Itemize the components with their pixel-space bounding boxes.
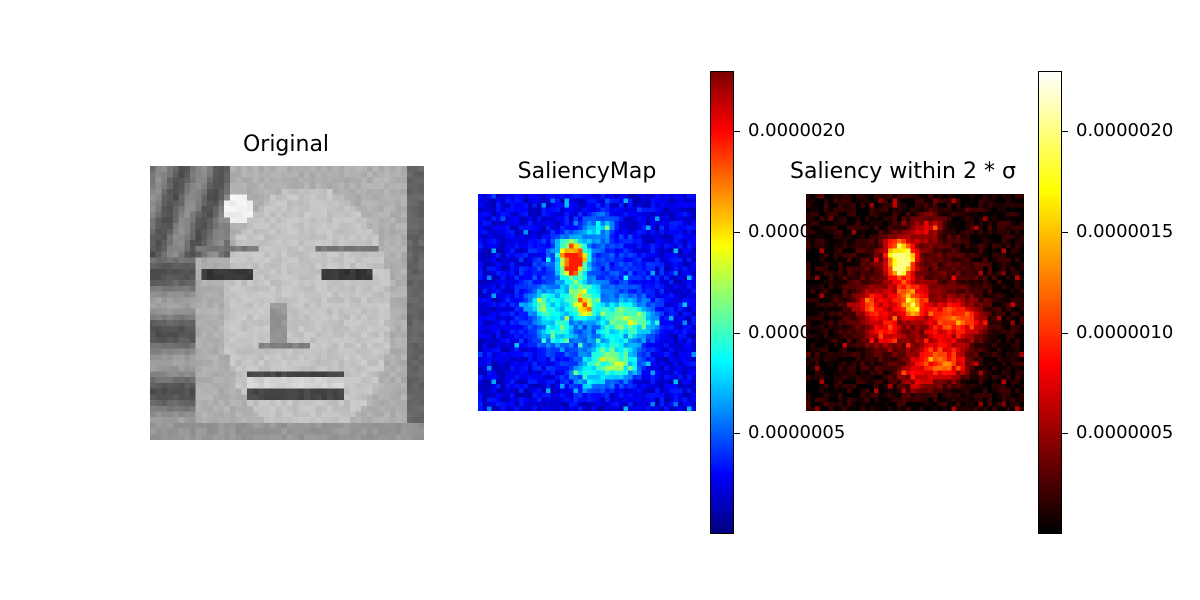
saliency-heatmap-canvas [478, 194, 696, 411]
hot-colorbar-gradient [1039, 72, 1061, 533]
colorbar-tick-label: 0.0000020 [748, 120, 846, 141]
colorbar-tick-label: 0.0000010 [1076, 322, 1174, 343]
colorbar-tick [734, 433, 740, 434]
colorbar-tick [1062, 433, 1068, 434]
original-face-canvas [150, 166, 424, 440]
colorbar-tick-label: 0.0000005 [748, 422, 846, 443]
saliency-heatmap [478, 194, 696, 411]
thresholded-title: Saliency within 2 * σ [790, 159, 1016, 184]
colorbar-tick [734, 333, 740, 334]
colorbar-tick-label: 0.0000 [748, 221, 811, 242]
saliency-title: SaliencyMap [517, 159, 657, 184]
jet-colorbar [710, 71, 734, 534]
colorbar-tick-label: 0.0000015 [1076, 221, 1174, 242]
thresholded-heatmap-canvas [806, 194, 1024, 411]
jet-colorbar-gradient [711, 72, 733, 533]
colorbar-tick-label: 0.0000020 [1076, 120, 1174, 141]
original-image [150, 166, 424, 440]
hot-colorbar [1038, 71, 1062, 534]
colorbar-tick-label: 0.0000 [748, 322, 811, 343]
colorbar-tick [734, 232, 740, 233]
colorbar-tick [1062, 232, 1068, 233]
colorbar-tick [1062, 333, 1068, 334]
colorbar-tick [734, 131, 740, 132]
colorbar-tick-label: 0.0000005 [1076, 422, 1174, 443]
original-title: Original [242, 132, 330, 157]
thresholded-heatmap [806, 194, 1024, 411]
colorbar-tick [1062, 131, 1068, 132]
